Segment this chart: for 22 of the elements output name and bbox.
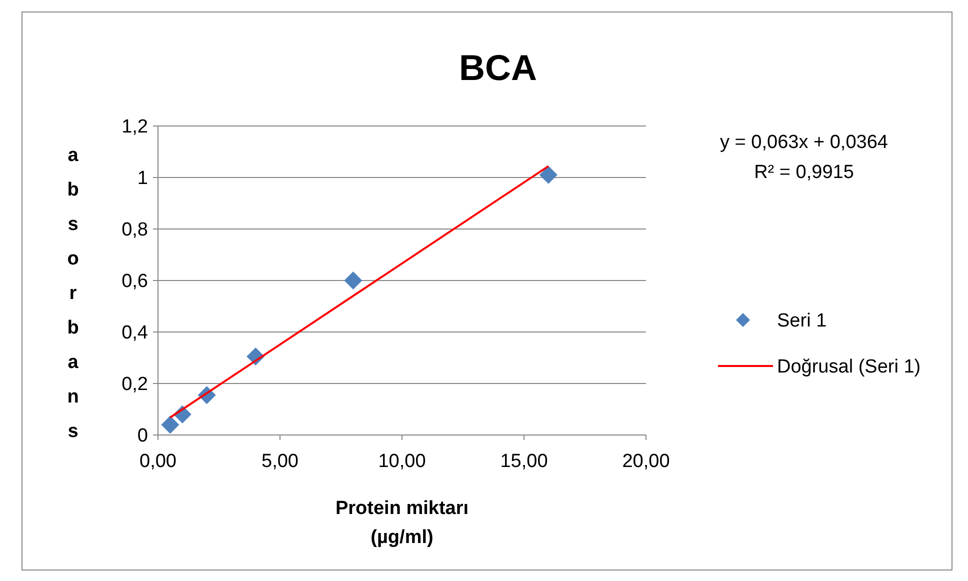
text: absorbans [67,145,79,442]
y-tick-label: 1 [137,168,148,190]
point [161,416,180,434]
chart-title: BCA [459,47,537,88]
y-tick-label: 0 [137,426,148,447]
legend-label: Doğrusal (Seri 1) [777,356,921,378]
y-tick-label: 0,2 [122,374,148,396]
point [539,166,558,184]
x-tick-label: 20,00 [622,451,670,472]
x-tick-label: 10,00 [378,451,426,472]
legend-label: Seri 1 [777,310,827,332]
y-tick-label: 1,2 [122,116,148,138]
y-tick-label: 0,4 [122,322,148,344]
y-tick-label: 0,8 [122,220,148,241]
x-tick-label: 15,00 [500,451,548,472]
text: R² = 0,9915 [754,162,854,183]
x-tick-label: 5,00 [262,451,298,472]
x-tick-label: 0,00 [140,451,176,472]
point [344,272,362,290]
x-axis-title: Protein miktarı (µg/ml) [335,498,469,548]
text: y = 0,063x + 0,0364 [720,132,888,153]
y-tick-label: 0,6 [122,271,148,292]
